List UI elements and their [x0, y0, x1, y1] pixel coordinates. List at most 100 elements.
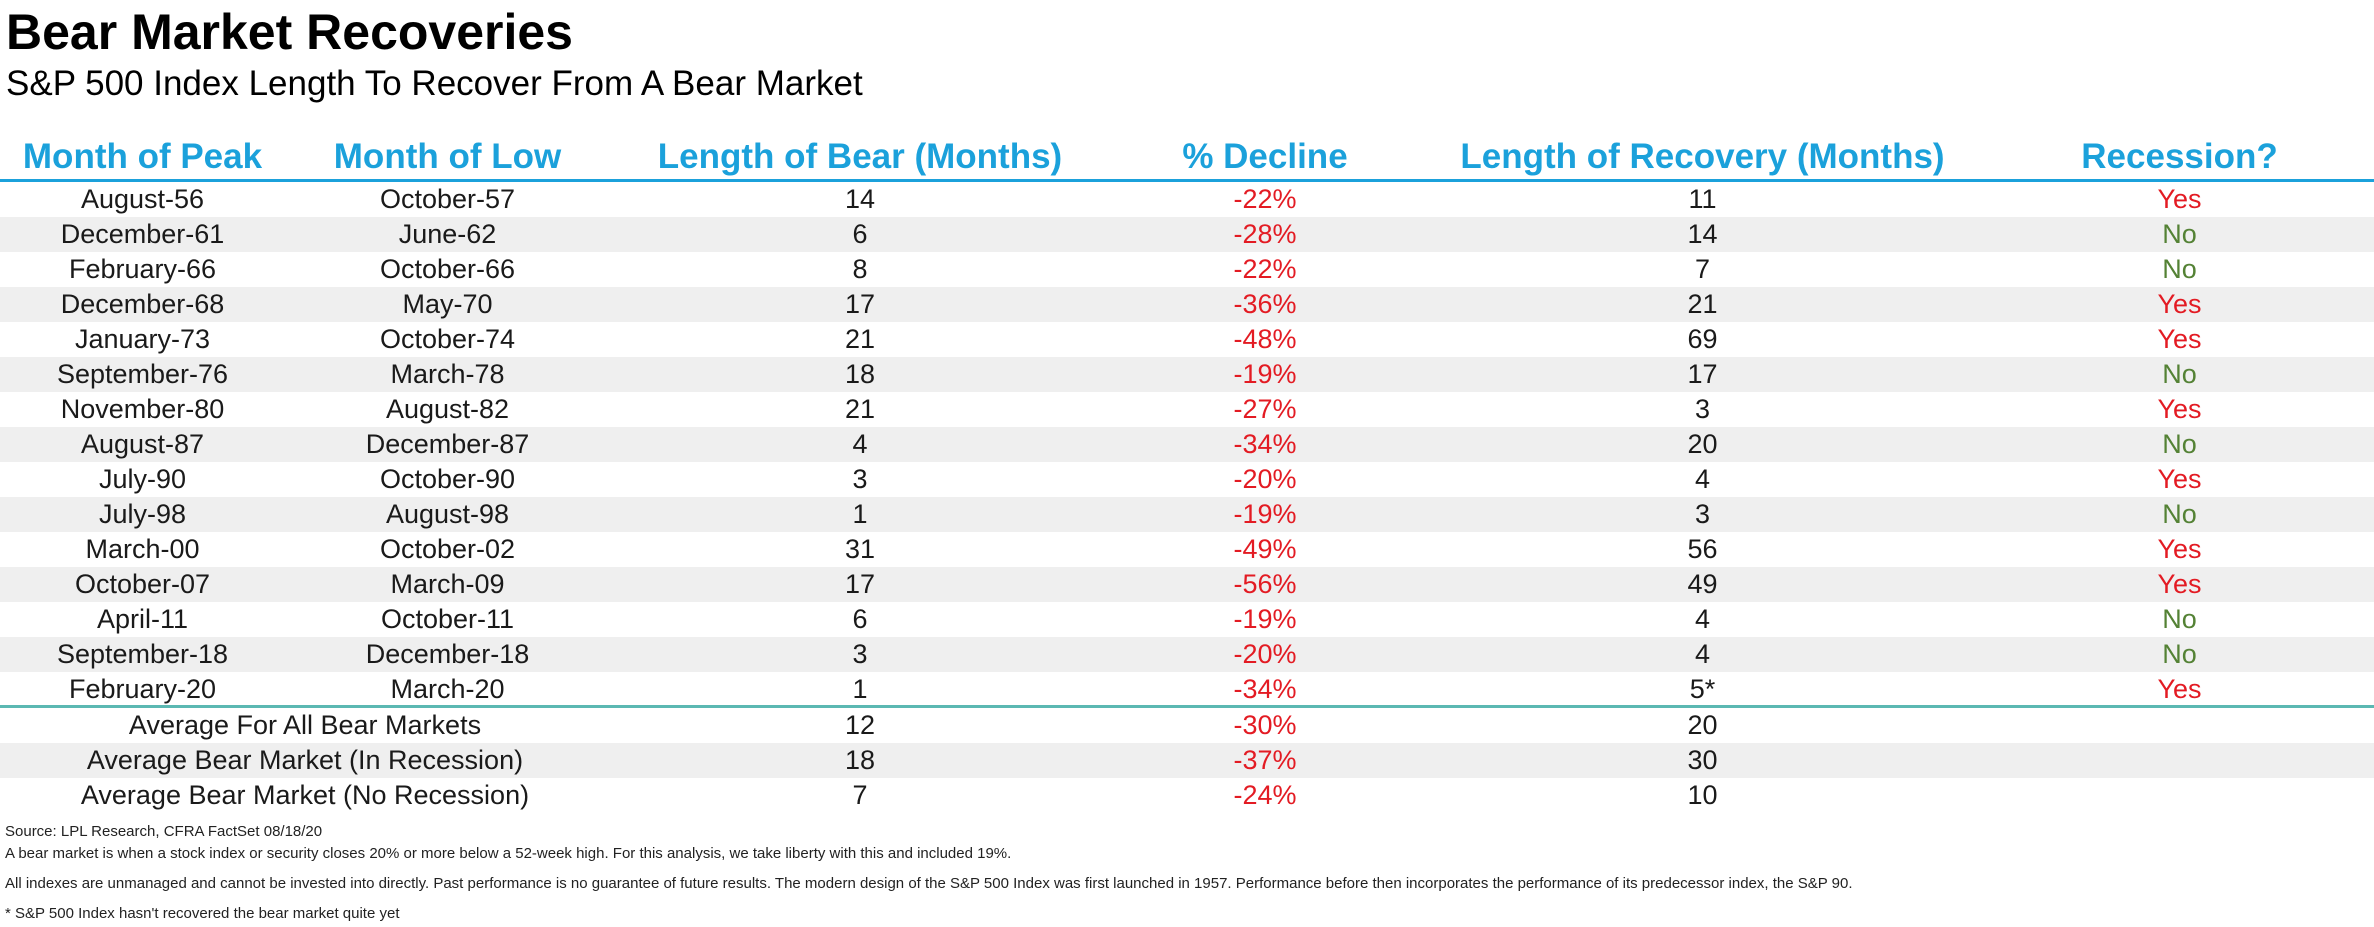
cell-length-of-recovery: 5* [1689, 674, 1716, 704]
cell-percent-decline: -34% [1233, 674, 1297, 704]
cell-month-of-low: December-87 [365, 429, 530, 459]
table-row: July-98 August-98 1 -19% 3 No [0, 497, 2374, 532]
cell-month-of-peak: September-18 [56, 639, 229, 669]
cell-length-of-bear: 4 [852, 429, 868, 459]
cell-length-of-bear: 3 [852, 639, 868, 669]
cell-recession: Yes [2157, 394, 2202, 424]
cell-recession: Yes [2157, 324, 2202, 354]
table-header: Month of Peak Month of Low Length of Bea… [0, 134, 2374, 180]
cell-length-of-recovery: 7 [1694, 254, 1711, 284]
cell-month-of-peak: December-68 [60, 289, 225, 319]
cell-percent-decline: -36% [1233, 289, 1297, 319]
table-row: February-66 October-66 8 -22% 7 No [0, 252, 2374, 287]
cell-recession: No [2162, 219, 2197, 249]
cell-length-of-recovery: 3 [1694, 499, 1711, 529]
cell-length-of-bear: 6 [852, 604, 868, 634]
table-row: September-18 December-18 3 -20% 4 No [0, 637, 2374, 672]
average-row: Average For All Bear Markets 12 -30% 20 [0, 708, 2374, 743]
table-row: September-76 March-78 18 -19% 17 No [0, 357, 2374, 392]
cell-month-of-low: October-66 [379, 254, 516, 284]
average-length-of-bear: 18 [844, 745, 876, 775]
cell-recession: No [2162, 254, 2197, 284]
table-row: August-87 December-87 4 -34% 20 No [0, 427, 2374, 462]
table-row: November-80 August-82 21 -27% 3 Yes [0, 392, 2374, 427]
cell-month-of-low: June-62 [398, 219, 497, 249]
table-row: July-90 October-90 3 -20% 4 Yes [0, 462, 2374, 497]
cell-recession: Yes [2157, 534, 2202, 564]
cell-length-of-bear: 18 [844, 359, 876, 389]
cell-length-of-recovery: 4 [1694, 604, 1711, 634]
cell-recession: Yes [2157, 569, 2202, 599]
cell-recession: No [2162, 359, 2197, 389]
cell-month-of-low: August-98 [385, 499, 510, 529]
cell-length-of-bear: 1 [852, 499, 868, 529]
header-percent-decline: % Decline [1182, 137, 1348, 176]
cell-length-of-bear: 21 [844, 394, 876, 424]
cell-length-of-recovery: 49 [1687, 569, 1718, 599]
cell-percent-decline: -28% [1233, 219, 1297, 249]
footnote-disclaimer: All indexes are unmanaged and cannot be … [5, 875, 1853, 892]
table-row: February-20 March-20 1 -34% 5* Yes [0, 672, 2374, 707]
cell-month-of-low: March-09 [390, 569, 505, 599]
average-length-of-recovery: 30 [1687, 745, 1718, 775]
cell-length-of-bear: 31 [844, 534, 876, 564]
cell-recession: No [2162, 429, 2197, 459]
cell-length-of-recovery: 17 [1687, 359, 1718, 389]
footnote-asterisk: * S&P 500 Index hasn't recovered the bea… [5, 905, 400, 922]
average-percent-decline: -37% [1233, 745, 1297, 775]
cell-recession: Yes [2157, 464, 2202, 494]
cell-month-of-peak: November-80 [60, 394, 225, 424]
cell-length-of-bear: 1 [852, 674, 868, 704]
cell-month-of-low: October-90 [379, 464, 516, 494]
cell-percent-decline: -22% [1233, 254, 1297, 284]
cell-month-of-low: December-18 [365, 639, 530, 669]
cell-percent-decline: -56% [1233, 569, 1297, 599]
chart-subtitle: S&P 500 Index Length To Recover From A B… [6, 64, 863, 103]
cell-recession: Yes [2157, 674, 2202, 704]
cell-recession: No [2162, 639, 2197, 669]
cell-length-of-recovery: 11 [1688, 184, 1717, 214]
cell-percent-decline: -49% [1233, 534, 1297, 564]
cell-month-of-peak: March-00 [85, 534, 200, 564]
cell-month-of-peak: December-61 [60, 219, 225, 249]
cell-month-of-peak: January-73 [74, 324, 211, 354]
cell-month-of-low: May-70 [402, 289, 493, 319]
cell-length-of-bear: 8 [852, 254, 868, 284]
cell-length-of-recovery: 20 [1687, 429, 1718, 459]
header-month-of-low: Month of Low [333, 137, 562, 176]
header-month-of-peak: Month of Peak [22, 137, 263, 176]
cell-percent-decline: -20% [1233, 639, 1297, 669]
cell-length-of-recovery: 14 [1687, 219, 1718, 249]
cell-length-of-recovery: 4 [1694, 464, 1711, 494]
cell-length-of-recovery: 4 [1694, 639, 1711, 669]
average-label: Average Bear Market (No Recession) [80, 780, 530, 810]
cell-recession: No [2162, 604, 2197, 634]
cell-month-of-peak: April-11 [96, 604, 189, 634]
cell-month-of-peak: October-07 [74, 569, 211, 599]
cell-month-of-low: October-02 [379, 534, 516, 564]
average-percent-decline: -30% [1233, 710, 1297, 740]
footnote-source: Source: LPL Research, CFRA FactSet 08/18… [5, 823, 323, 840]
cell-length-of-recovery: 21 [1687, 289, 1718, 319]
cell-length-of-bear: 21 [844, 324, 876, 354]
table-row: December-61 June-62 6 -28% 14 No [0, 217, 2374, 252]
header-length-of-bear: Length of Bear (Months) [657, 137, 1063, 176]
cell-month-of-peak: July-98 [98, 499, 187, 529]
cell-percent-decline: -19% [1233, 604, 1297, 634]
table-row: April-11 October-11 6 -19% 4 No [0, 602, 2374, 637]
header-divider [0, 179, 2374, 182]
average-length-of-bear: 7 [852, 780, 868, 810]
averages-divider [0, 705, 2374, 708]
cell-month-of-low: October-11 [380, 604, 515, 634]
average-length-of-recovery: 10 [1687, 780, 1718, 810]
cell-length-of-recovery: 56 [1687, 534, 1718, 564]
table-row: December-68 May-70 17 -36% 21 Yes [0, 287, 2374, 322]
cell-percent-decline: -27% [1233, 394, 1297, 424]
table-row: January-73 October-74 21 -48% 69 Yes [0, 322, 2374, 357]
cell-percent-decline: -19% [1233, 499, 1297, 529]
average-length-of-recovery: 20 [1687, 710, 1718, 740]
average-row: Average Bear Market (No Recession) 7 -24% 1… [0, 778, 2374, 813]
cell-month-of-peak: February-66 [68, 254, 217, 284]
cell-month-of-peak: February-20 [68, 674, 217, 704]
table-row: March-00 October-02 31 -49% 56 Yes [0, 532, 2374, 567]
